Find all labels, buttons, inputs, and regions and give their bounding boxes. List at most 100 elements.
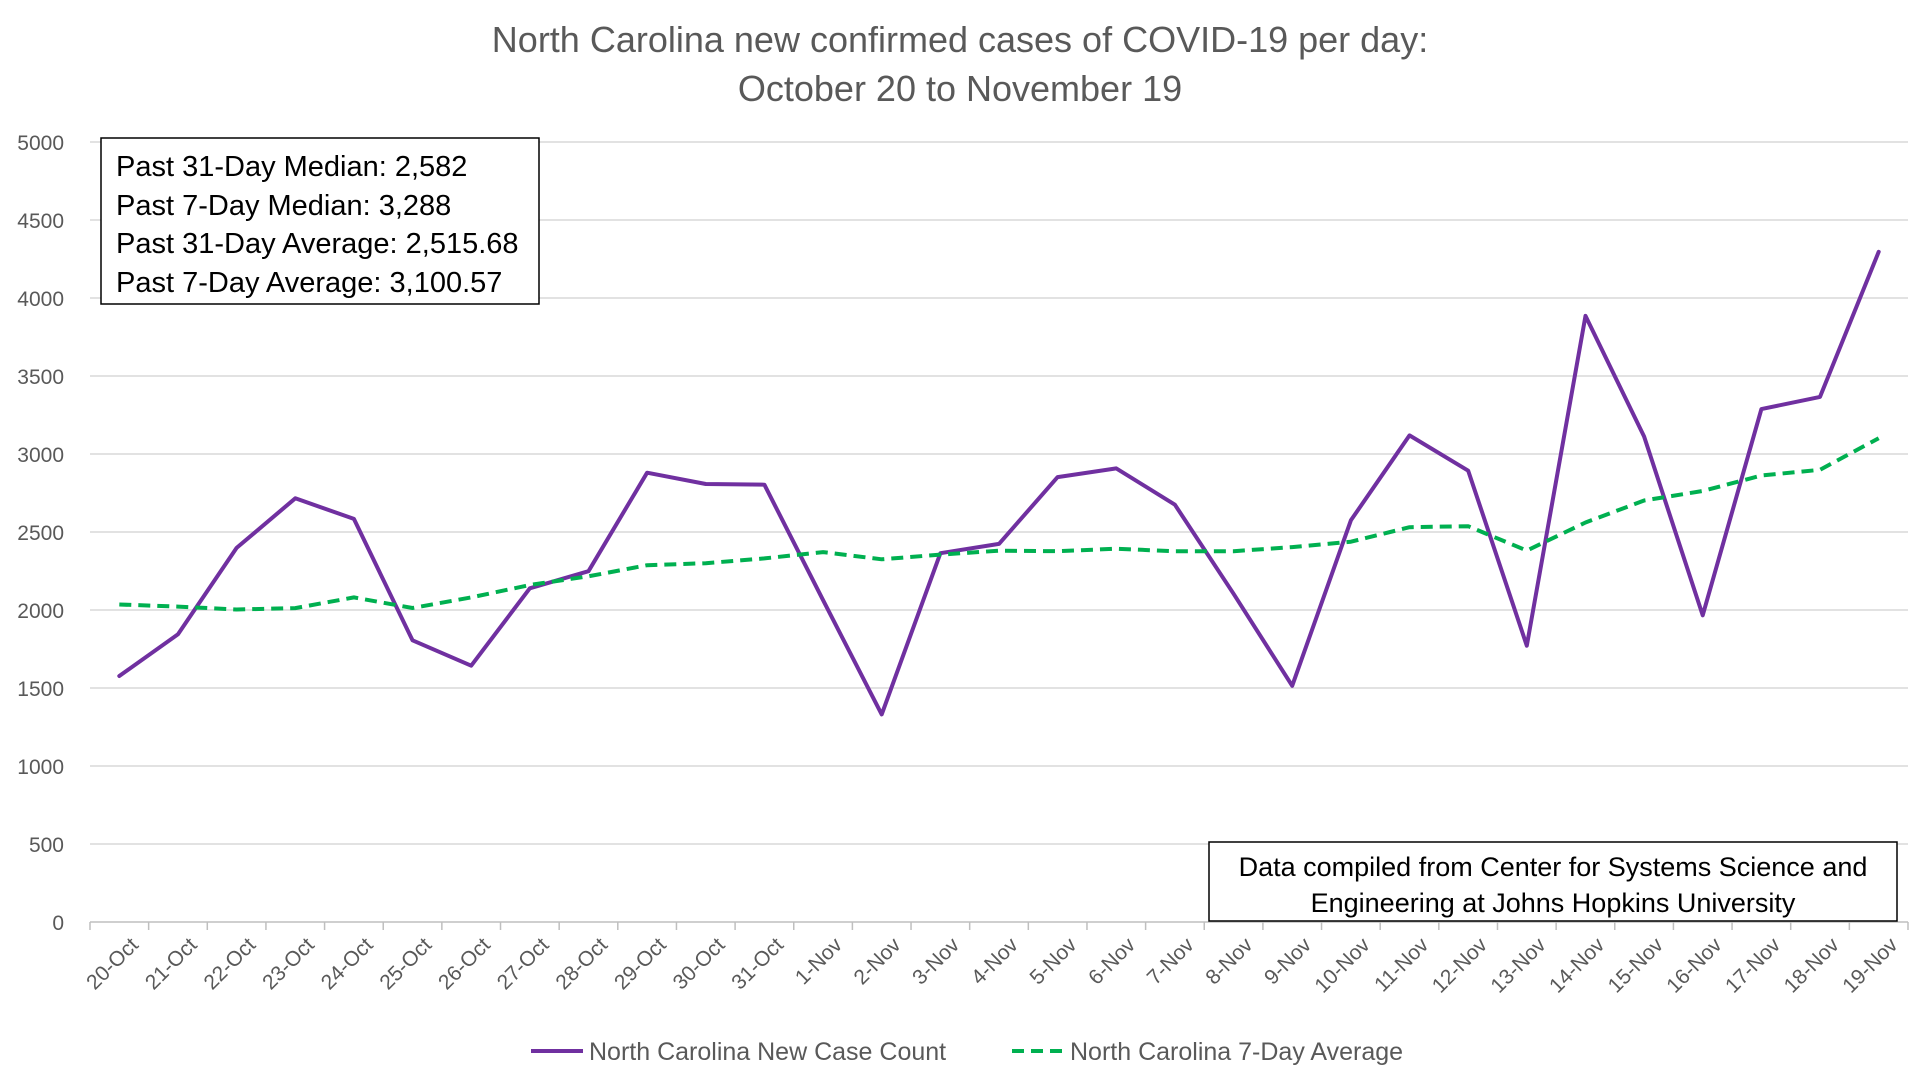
new-case-count-point [293,496,297,500]
new-case-count-point [1232,592,1236,596]
x-tick-label: 6-Nov [1084,933,1140,989]
x-tick-label: 22-Oct [200,933,261,994]
7day-average-point [1466,524,1470,528]
7day-average-point [938,553,942,557]
new-case-count-point [117,674,121,678]
x-tick-label: 30-Oct [669,933,730,994]
series-lines [117,249,1881,717]
x-tick-label: 26-Oct [434,933,495,994]
new-case-count-point [1056,475,1060,479]
7day-average-point [528,583,532,587]
7day-average-point [1525,549,1529,553]
new-case-count-point [821,598,825,602]
7day-average-point [1759,474,1763,478]
7day-average-point [1818,468,1822,472]
stats-line-31day-average: Past 31-Day Average: 2,515.68 [116,228,519,260]
x-tick-label: 11-Nov [1370,933,1433,996]
x-tick-label: 3-Nov [908,933,964,989]
chart-subtitle: October 20 to November 19 [738,68,1182,109]
new-case-count-point [1114,466,1118,470]
7day-average-point [235,608,239,612]
7day-average-point [1290,545,1294,549]
new-case-count-point [1759,407,1763,411]
y-tick-label: 2500 [17,522,64,545]
source-annotation-box: Data compiled from Center for Systems Sc… [1208,841,1898,922]
stats-line-7day-median: Past 7-Day Median: 3,288 [116,190,451,222]
new-case-count-point [1466,469,1470,473]
x-tick-label: 10-Nov [1310,933,1374,997]
stats-annotation-box: Past 31-Day Median: 2,582 Past 7-Day Med… [100,137,540,305]
stats-line-31day-median: Past 31-Day Median: 2,582 [116,151,467,183]
x-tick-label: 27-Oct [493,933,554,994]
new-case-count-point [235,546,239,550]
x-tick-label: 31-Oct [727,933,788,994]
x-tick-label: 7-Nov [1143,933,1199,989]
y-axis-tick-labels: 0 500 1000 1500 2000 2500 3000 3500 4000 4500 5000 [17,132,64,935]
x-tick-label: 28-Oct [551,933,612,994]
new-case-count-point [1642,435,1646,439]
x-tick-label: 9-Nov [1260,933,1316,989]
x-tick-label: 25-Oct [375,933,436,994]
7day-average-point [1056,549,1060,553]
new-case-count-point [1408,433,1412,437]
7day-average-point [1349,540,1353,544]
x-tick-label: 14-Nov [1545,933,1609,997]
new-case-count-point [1818,395,1822,399]
source-line-1: Data compiled from Center for Systems Sc… [1239,852,1868,882]
chart-title: North Carolina new confirmed cases of CO… [492,19,1428,60]
7day-average-point [1701,489,1705,493]
7day-average-point [352,595,356,599]
series-line-new-case-count [117,249,1881,717]
stats-box-border [100,137,540,305]
new-case-count-point [1290,684,1294,688]
new-case-count-point [762,483,766,487]
new-case-count-point [997,542,1001,546]
new-case-count-point [1349,518,1353,522]
7day-average-point [1408,525,1412,529]
x-tick-label: 2-Nov [850,933,906,989]
y-tick-label: 1000 [17,756,64,779]
x-tick-label: 4-Nov [967,933,1023,989]
7day-average-point [645,563,649,567]
source-line-2: Engineering at Johns Hopkins University [1311,888,1796,918]
x-tick-label: 12-Nov [1428,933,1492,997]
x-tick-label: 19-Nov [1838,933,1902,997]
y-tick-label: 1500 [17,678,64,701]
y-tick-label: 4500 [17,210,64,233]
7day-average-point [117,603,121,607]
7day-average-point [997,549,1001,553]
x-tick-label: 15-Nov [1604,933,1668,997]
series-line-7day-average [119,436,1880,612]
x-tick-label: 23-Oct [258,933,319,994]
new-case-count-point [1525,644,1529,648]
new-case-count-point [1701,613,1705,617]
y-tick-label: 500 [29,834,64,857]
7day-average-point [176,605,180,609]
stats-line-7day-average: Past 7-Day Average: 3,100.57 [116,267,502,299]
y-tick-label: 0 [52,912,64,935]
y-tick-label: 3500 [17,366,64,389]
7day-average-point [1114,547,1118,551]
y-tick-label: 2000 [17,600,64,623]
y-tick-label: 3000 [17,444,64,467]
x-axis-tick-labels: 20-Oct21-Oct22-Oct23-Oct24-Oct25-Oct26-O… [82,933,1903,997]
7day-average-point [762,556,766,560]
x-tick-label: 17-Nov [1721,933,1785,997]
7day-average-point [821,550,825,554]
x-tick-label: 24-Oct [317,933,378,994]
7day-average-point [469,595,473,599]
new-case-count-point [1173,503,1177,507]
gridlines [90,141,1908,845]
x-tick-label: 21-Oct [141,933,202,994]
7day-average-point [1877,436,1881,440]
legend-label-new-case-count: North Carolina New Case Count [589,1038,946,1066]
7day-average-point [586,574,590,578]
legend: North Carolina New Case Count North Caro… [531,1038,1403,1066]
new-case-count-point [1877,250,1881,254]
new-case-count-point [469,664,473,668]
x-tick-label: 1-Nov [791,933,847,989]
7day-average-point [293,606,297,610]
new-case-count-point [176,632,180,636]
7day-average-point [704,561,708,565]
